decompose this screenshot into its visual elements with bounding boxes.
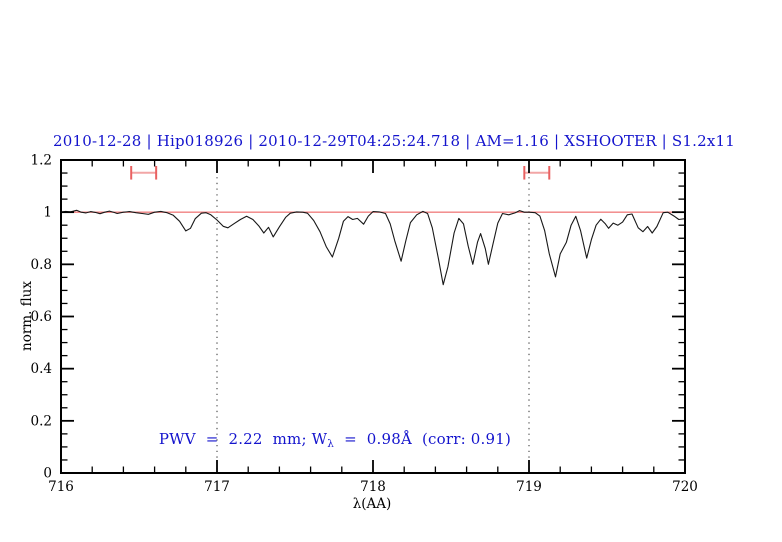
y-tick-label: 1: [43, 205, 52, 221]
x-tick-label: 716: [48, 479, 74, 495]
y-tick-label: 0.2: [31, 413, 52, 429]
x-tick-label: 719: [516, 479, 542, 495]
spectrum-line: [60, 209, 686, 286]
pwv-annotation-subscript: λ: [327, 438, 335, 451]
y-tick-label: 0: [43, 466, 52, 482]
pwv-annotation: PWV = 2.22 mm; Wλ = 0.98Å (corr: 0.91): [139, 412, 511, 468]
plot-title: 2010-12-28 | Hip018926 | 2010-12-29T04:2…: [53, 132, 735, 150]
y-axis-label: norm. flux: [19, 281, 35, 351]
x-tick-label: 717: [204, 479, 230, 495]
pwv-annotation-suffix: = 0.98Å (corr: 0.91): [334, 430, 512, 449]
pwv-annotation-prefix: PWV = 2.22 mm; W: [158, 430, 328, 449]
x-tick-label: 720: [672, 479, 698, 495]
y-tick-label: 0.8: [31, 257, 52, 273]
y-tick-label: 1.2: [31, 153, 52, 169]
x-axis-label: λ(AA): [352, 496, 392, 512]
y-tick-label: 0.6: [31, 309, 52, 325]
y-tick-label: 0.4: [31, 361, 52, 377]
x-tick-label: 718: [360, 479, 386, 495]
